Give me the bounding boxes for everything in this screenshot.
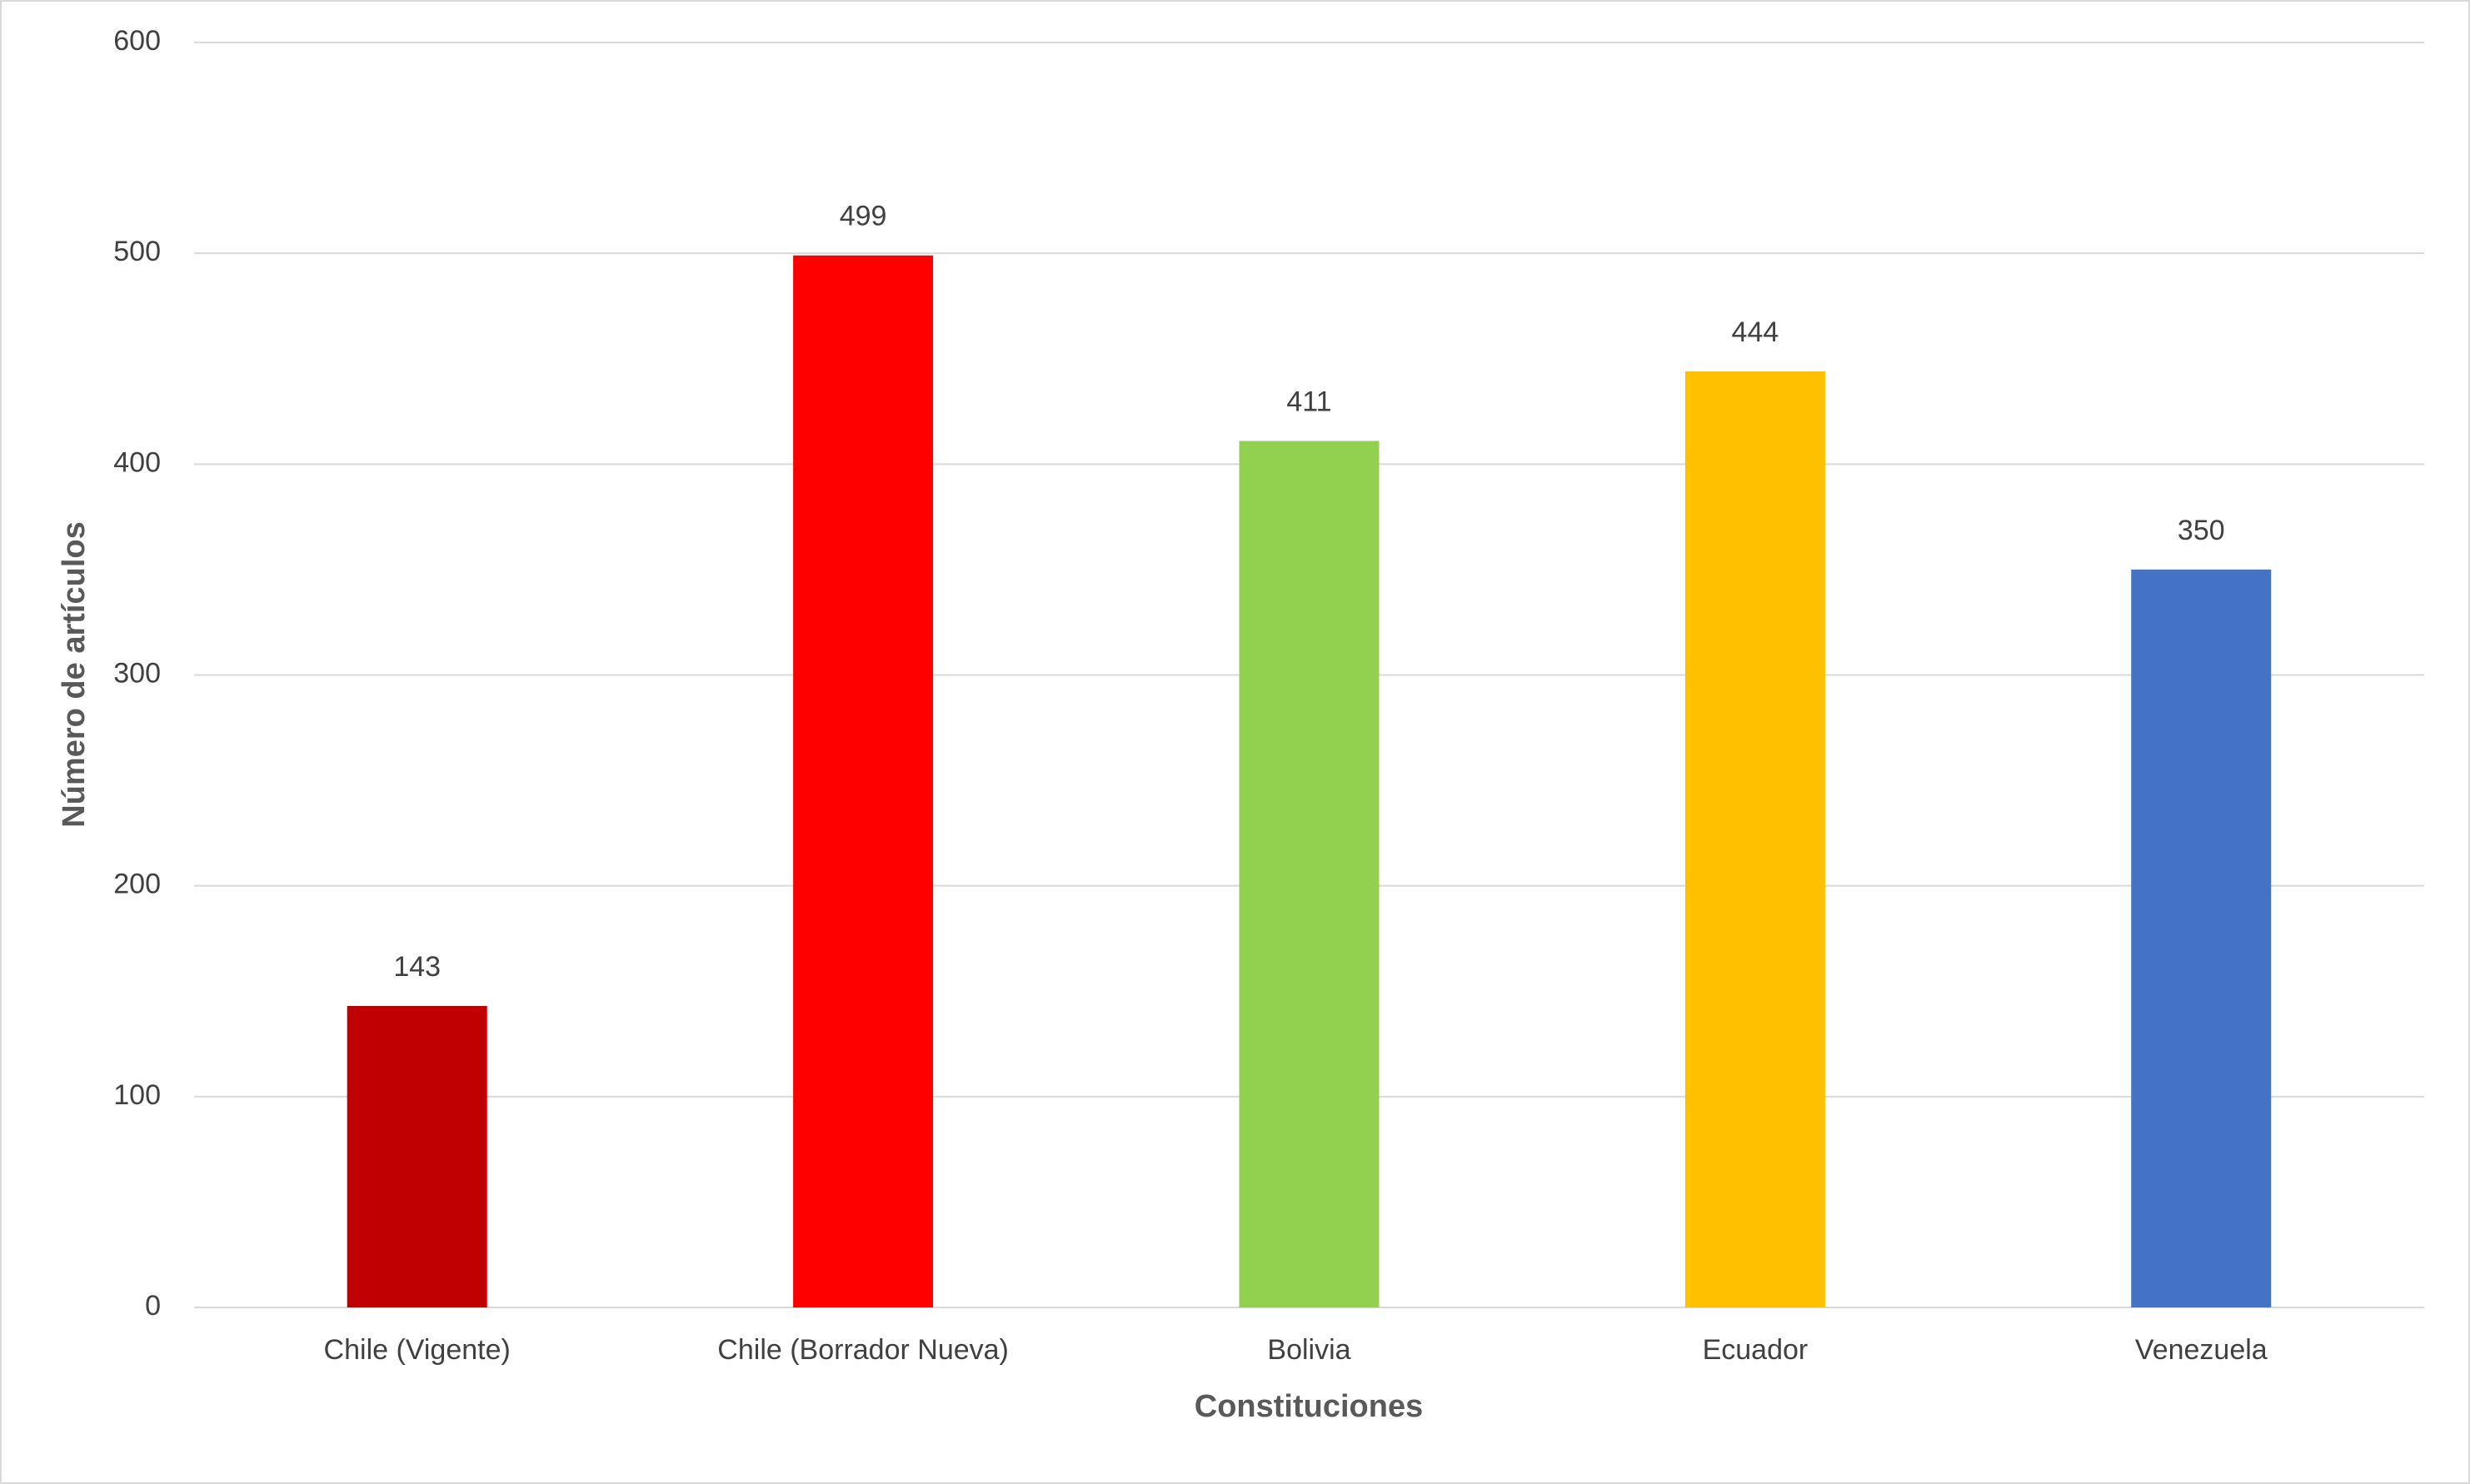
x-tick-label: Venezuela [2135, 1334, 2268, 1366]
x-tick-label: Chile (Vigente) [324, 1334, 511, 1366]
y-tick-label: 400 [113, 446, 161, 478]
data-label: 143 [393, 951, 441, 983]
y-tick-label: 300 [113, 657, 161, 689]
x-axis-title: Constituciones [1195, 1389, 1423, 1424]
y-tick-label: 0 [145, 1290, 161, 1322]
bar [347, 1005, 487, 1307]
x-tick-label: Chile (Borrador Nueva) [717, 1334, 1009, 1366]
bar [1239, 441, 1380, 1307]
data-label: 499 [840, 201, 887, 232]
x-tick-label: Ecuador [1703, 1334, 1809, 1366]
y-tick-label: 600 [113, 25, 161, 57]
bar [793, 255, 934, 1307]
data-label: 444 [1732, 316, 1779, 348]
y-axis-title: Número de artículos [57, 521, 92, 827]
y-tick-label: 200 [113, 869, 161, 900]
y-tick-label: 100 [113, 1079, 161, 1111]
y-tick-label: 500 [113, 236, 161, 267]
x-tick-label: Bolivia [1267, 1334, 1350, 1366]
data-label: 411 [1286, 386, 1331, 417]
data-label: 350 [2178, 515, 2225, 546]
bar [2131, 569, 2272, 1307]
bar [1684, 371, 1825, 1308]
